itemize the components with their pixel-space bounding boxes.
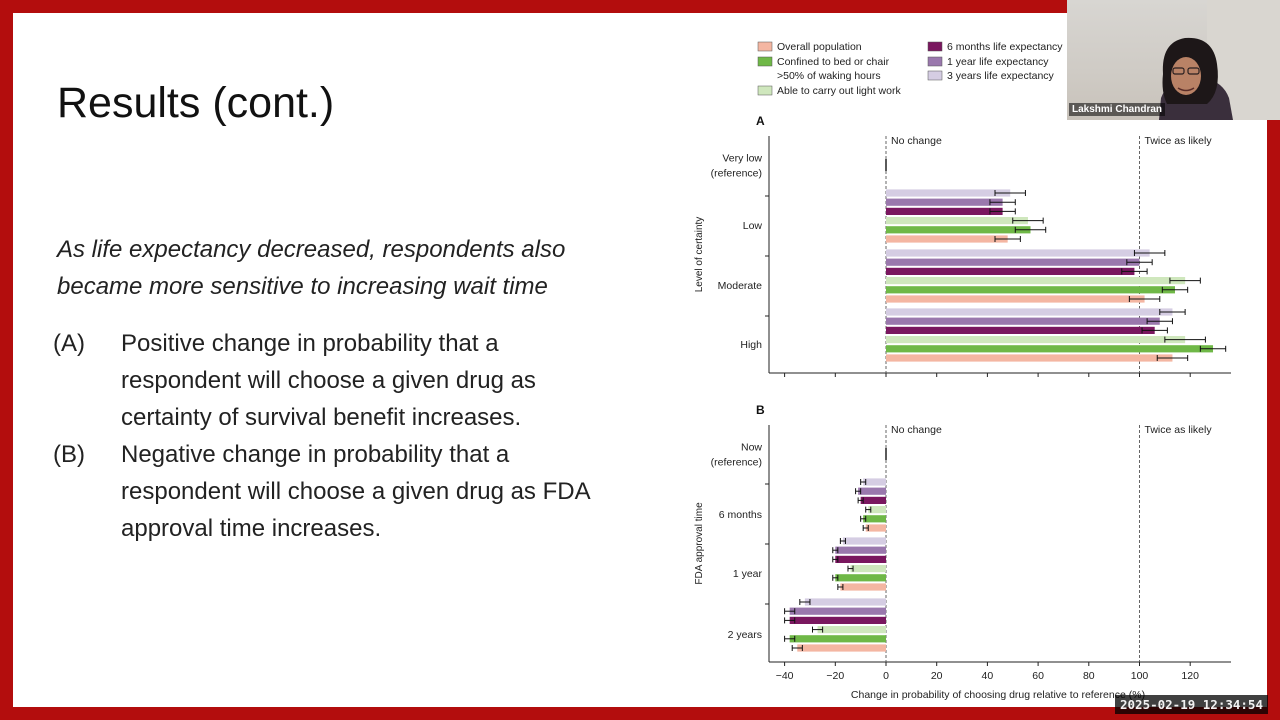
x-tick-label: 0 <box>883 670 889 682</box>
participant-video <box>1159 0 1280 120</box>
bar <box>886 317 1160 325</box>
result-item-a-text: Positive change in probability that a re… <box>121 330 536 431</box>
bar <box>886 277 1186 285</box>
category-label: 6 months <box>719 509 762 521</box>
reference-line-label: No change <box>891 424 942 436</box>
legend-label: Able to carry out light work <box>777 85 901 97</box>
result-item-a-label: (A) <box>53 330 85 357</box>
bar <box>797 644 886 652</box>
category-label: 2 years <box>728 629 762 641</box>
legend-swatch <box>757 56 773 67</box>
x-tick-label: 20 <box>931 670 943 682</box>
bar <box>886 336 1186 344</box>
x-tick-label: −20 <box>826 670 844 682</box>
bar <box>835 555 886 563</box>
bar <box>789 616 886 624</box>
bar <box>817 626 886 634</box>
bar <box>835 546 886 554</box>
slide-title: Results (cont.) <box>57 79 335 127</box>
bar <box>886 249 1150 257</box>
bar <box>886 286 1175 294</box>
bar <box>863 515 886 523</box>
legend-swatch <box>927 41 943 52</box>
result-item-b-text: Negative change in probability that a re… <box>121 441 590 542</box>
bar <box>840 583 886 591</box>
legend-label-cont: >50% of waking hours <box>777 70 881 82</box>
result-item-b-label: (B) <box>53 441 85 468</box>
webcam-tile: Lakshmi Chandran <box>1067 0 1280 120</box>
legend-swatch <box>927 70 943 81</box>
legend-swatch <box>757 85 773 96</box>
bar <box>886 198 1003 206</box>
x-tick-label: 100 <box>1131 670 1149 682</box>
bar <box>789 635 886 643</box>
x-tick-label: 80 <box>1083 670 1095 682</box>
panel-label: B <box>756 403 765 417</box>
bar <box>789 607 886 615</box>
reference-line-label: No change <box>891 135 942 147</box>
x-axis-title: Change in probability of choosing drug r… <box>851 689 1145 701</box>
slide: Results (cont.) As life expectancy decre… <box>13 13 1267 707</box>
category-label: Now <box>741 442 762 454</box>
panel-label: A <box>756 114 765 128</box>
bar <box>860 496 886 504</box>
bar <box>842 537 886 545</box>
category-label: Low <box>743 220 763 232</box>
bar <box>886 267 1135 275</box>
legend-swatch <box>927 56 943 67</box>
category-label: Moderate <box>718 280 763 292</box>
x-tick-label: 40 <box>982 670 994 682</box>
x-tick-label: −40 <box>776 670 794 682</box>
category-label: (reference) <box>711 168 762 180</box>
y-axis-label: Level of certainty <box>694 217 705 293</box>
legend-label: 3 years life expectancy <box>947 70 1055 82</box>
x-tick-label: 60 <box>1032 670 1044 682</box>
x-tick-label: 120 <box>1181 670 1199 682</box>
bar <box>858 487 886 495</box>
legend-swatch <box>757 41 773 52</box>
legend-label: Confined to bed or chair <box>777 56 890 68</box>
reference-line-label: Twice as likely <box>1145 135 1213 147</box>
category-label: 1 year <box>733 568 763 580</box>
category-label: (reference) <box>711 457 762 469</box>
reference-line-label: Twice as likely <box>1145 424 1213 436</box>
y-axis-label: FDA approval time <box>694 502 705 585</box>
bar <box>886 326 1155 334</box>
category-label: Very low <box>722 153 762 165</box>
bar <box>886 345 1214 353</box>
bar <box>886 226 1031 234</box>
legend-label: 6 months life expectancy <box>947 41 1063 53</box>
bar <box>865 524 886 532</box>
bar <box>886 189 1011 197</box>
legend-label: 1 year life expectancy <box>947 56 1049 68</box>
bar <box>804 598 886 606</box>
bar <box>835 574 886 582</box>
bar <box>886 295 1145 303</box>
bar <box>886 308 1173 316</box>
bar <box>850 565 886 573</box>
bar <box>886 217 1028 225</box>
category-label: High <box>740 339 762 351</box>
bar <box>886 235 1008 243</box>
slide-subtitle: As life expectancy decreased, respondent… <box>57 236 566 300</box>
bar <box>863 478 886 486</box>
bar <box>886 258 1140 266</box>
bar <box>886 354 1173 362</box>
bar <box>886 207 1003 215</box>
bar <box>868 506 886 514</box>
legend-label: Overall population <box>777 41 862 53</box>
recording-timestamp: 2025-02-19 12:34:54 <box>1115 695 1268 714</box>
results-chart: Overall population Confined to bed or cha… <box>694 41 1231 701</box>
participant-name: Lakshmi Chandran <box>1069 103 1166 116</box>
